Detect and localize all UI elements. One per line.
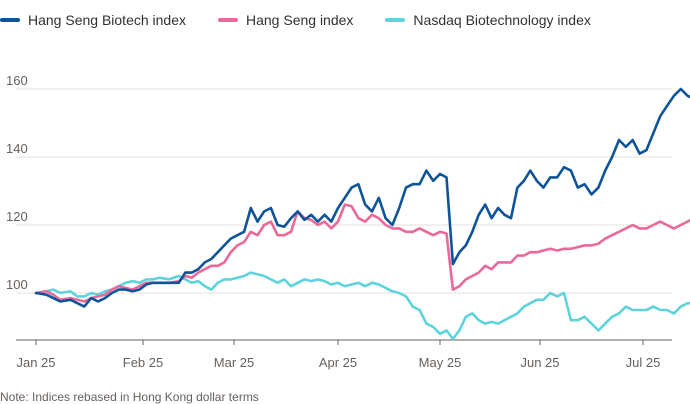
legend-label-nasdaq-biotech: Nasdaq Biotechnology index	[413, 12, 591, 28]
x-tick-label-jan-25: Jan 25	[16, 355, 55, 370]
y-tick-label-120: 120	[6, 209, 28, 224]
legend-swatch-hang-seng-biotech	[0, 18, 20, 22]
legend-item-hang-seng: Hang Seng index	[218, 12, 353, 28]
x-tick-label-feb-25: Feb 25	[123, 355, 163, 370]
legend: Hang Seng Biotech index Hang Seng index …	[0, 8, 623, 32]
legend-label-hang-seng: Hang Seng index	[246, 12, 354, 28]
x-tick-label-jun-25: Jun 25	[520, 355, 559, 370]
chart-note: Note: Indices rebased in Hong Kong dolla…	[0, 390, 259, 404]
legend-swatch-nasdaq-biotech	[385, 18, 406, 22]
legend-item-hang-seng-biotech: Hang Seng Biotech index	[0, 12, 186, 28]
y-tick-label-100: 100	[6, 277, 28, 292]
series-line-hang-seng-biotech-index	[34, 87, 690, 308]
x-tick-label-mar-25: Mar 25	[214, 355, 254, 370]
x-tick-label-apr-25: Apr 25	[319, 355, 357, 370]
y-tick-label-140: 140	[6, 141, 28, 156]
y-tick-label-160: 160	[6, 73, 28, 88]
legend-item-nasdaq-biotech: Nasdaq Biotechnology index	[385, 12, 591, 28]
x-tick-label-may-25: May 25	[419, 355, 462, 370]
series-line-nasdaq-biotechnology-index	[34, 271, 690, 341]
legend-label-hang-seng-biotech: Hang Seng Biotech index	[28, 12, 186, 28]
series-line-hang-seng-index	[34, 203, 690, 303]
legend-swatch-hang-seng	[218, 18, 238, 22]
x-tick-label-jul-25: Jul 25	[626, 355, 661, 370]
